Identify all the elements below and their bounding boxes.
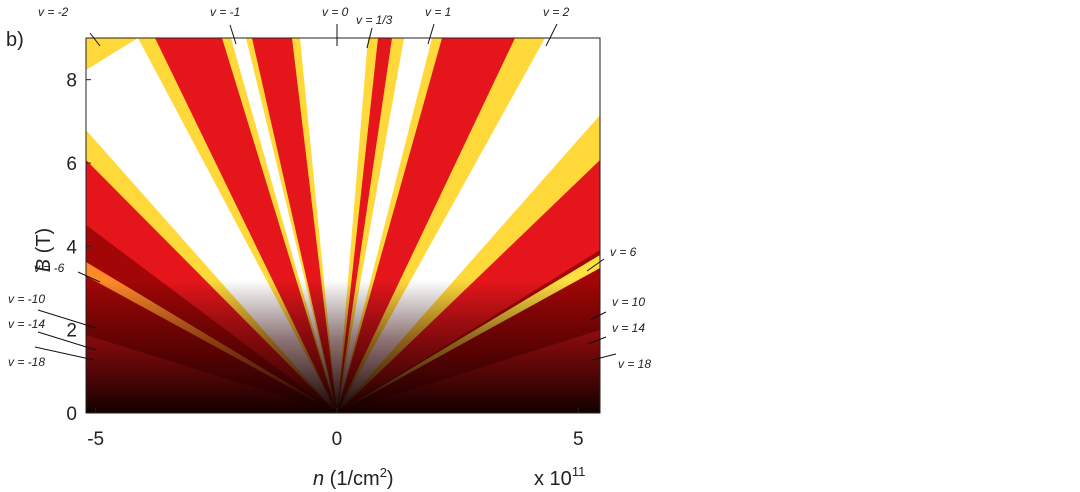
- annotation: v = -6: [34, 261, 65, 275]
- annotation: v = 1/3: [356, 13, 393, 27]
- y-unit: (T): [33, 228, 55, 259]
- annotation: v = -1: [210, 5, 240, 19]
- x-unit-end: ): [387, 468, 394, 490]
- multiplier-exponent: 11: [572, 464, 586, 479]
- annotation-leader: [34, 346, 95, 361]
- annotation: v = -2: [38, 5, 69, 19]
- annotation-leader: [427, 23, 435, 45]
- annotation-leader: [89, 32, 101, 47]
- x-multiplier: x 1011: [534, 464, 585, 490]
- y-tick-label: 6: [66, 154, 77, 175]
- y-tick-label: 0: [66, 404, 77, 425]
- annotation-leader: [587, 336, 607, 345]
- multiplier-base: x 10: [534, 468, 572, 490]
- annotation-leader: [589, 311, 607, 321]
- heatmap: [86, 38, 600, 413]
- annotation: v = -14: [8, 317, 45, 331]
- dark-region: [86, 280, 600, 413]
- y-tick-label: 4: [66, 237, 77, 258]
- annotation: v = 0: [322, 5, 349, 19]
- annotation: v = 1: [425, 5, 451, 19]
- annotation-leader: [37, 331, 97, 351]
- annotation-leader: [366, 27, 373, 49]
- y-tick-label: 2: [66, 321, 77, 342]
- annotation: v = 6: [610, 245, 637, 259]
- x-tick-label: 0: [332, 429, 343, 450]
- band: [300, 38, 368, 413]
- annotation: v = 14: [612, 321, 645, 335]
- annotation-leader: [591, 353, 617, 361]
- plot-frame: [85, 37, 601, 414]
- annotation: v = -18: [8, 355, 45, 369]
- y-tick-label: 8: [66, 71, 77, 92]
- axes: -5 0 5 0 2 4 6 8 v = -2 v = -1 v = 0 v = 1/3 v = 1 v …: [8, 5, 651, 450]
- annotation-leader: [77, 271, 101, 283]
- x-unit: (1/cm: [324, 468, 380, 490]
- panel-label: b): [6, 29, 24, 51]
- annotation: v = 10: [612, 295, 645, 309]
- annotation: v = 2: [543, 5, 570, 19]
- x-tick-label: 5: [573, 429, 584, 450]
- y-symbol: B: [33, 259, 55, 272]
- annotation-leader: [37, 309, 97, 329]
- x-axis-label: n (1/cm2): [313, 465, 394, 490]
- x-unit-power: 2: [380, 465, 387, 480]
- y-axis-label: B (T): [33, 228, 55, 272]
- annotation-leader: [545, 23, 558, 47]
- annotation: v = 18: [618, 357, 651, 371]
- annotation-leader: [229, 24, 237, 45]
- x-symbol: n: [313, 468, 324, 490]
- x-tick-label: -5: [87, 429, 104, 450]
- annotation-leader: [586, 258, 605, 272]
- annotation: v = -10: [8, 292, 45, 306]
